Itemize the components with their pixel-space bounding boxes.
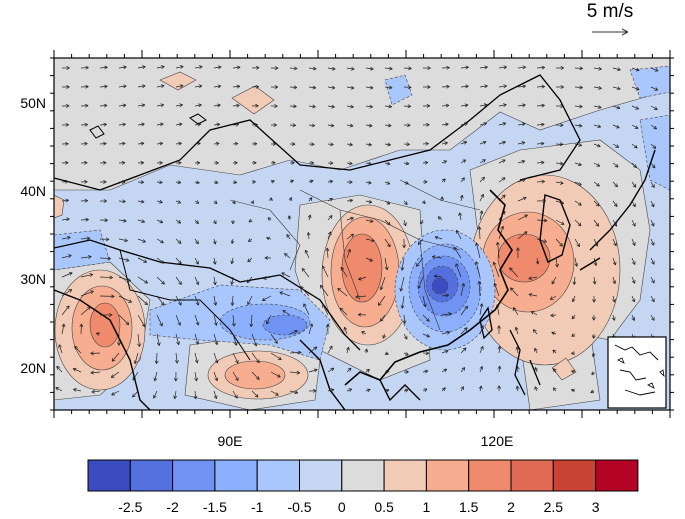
colorbar-label: 3	[592, 499, 600, 514]
colorbar-swatch	[426, 460, 468, 491]
lon-axis-labels: 90E 120E	[218, 433, 514, 449]
inset-frame	[608, 337, 666, 408]
colorbar-swatch	[88, 460, 130, 491]
colorbar-label: -2.5	[118, 499, 142, 514]
colorbar-swatch	[215, 460, 257, 491]
colorbar-label: -2	[166, 499, 179, 514]
colorbar-swatch	[469, 460, 511, 491]
colorbar-label: -1	[251, 499, 264, 514]
negative-region-1e	[432, 278, 448, 294]
colorbar-swatch	[300, 460, 342, 491]
colorbar-swatch	[511, 460, 553, 491]
colorbar-swatch	[553, 460, 595, 491]
colorbar-label: 1.5	[459, 499, 479, 514]
colorbar: -2.5 -2 -1.5 -1 -0.5 0 0.5 1 1.5 2 2.5 3	[88, 460, 638, 514]
plot-area	[54, 58, 670, 410]
lat-tick-label: 20N	[20, 360, 46, 376]
inset-map	[608, 337, 666, 408]
reference-vector: 5 m/s	[587, 1, 633, 35]
lon-tick-label: 90E	[218, 433, 243, 449]
lat-tick-label: 50N	[20, 95, 46, 111]
colorbar-swatch	[173, 460, 215, 491]
lat-tick-label: 30N	[20, 271, 46, 287]
colorbar-label: 0.5	[374, 499, 394, 514]
colorbar-label: 0	[338, 499, 346, 514]
colorbar-swatch	[384, 460, 426, 491]
reference-vector-label: 5 m/s	[587, 1, 633, 22]
colorbar-label: -0.5	[287, 499, 311, 514]
colorbar-label: -1.5	[203, 499, 227, 514]
lat-tick-label: 40N	[20, 183, 46, 199]
colorbar-label: 1	[423, 499, 431, 514]
colorbar-label: 2	[507, 499, 515, 514]
lon-tick-label: 120E	[481, 433, 514, 449]
colorbar-label: 2.5	[544, 499, 564, 514]
lat-axis-labels: 50N 40N 30N 20N	[20, 95, 46, 376]
colorbar-swatch	[130, 460, 172, 491]
colorbar-swatch	[342, 460, 384, 491]
colorbar-swatch	[257, 460, 299, 491]
colorbar-swatch	[596, 460, 638, 491]
